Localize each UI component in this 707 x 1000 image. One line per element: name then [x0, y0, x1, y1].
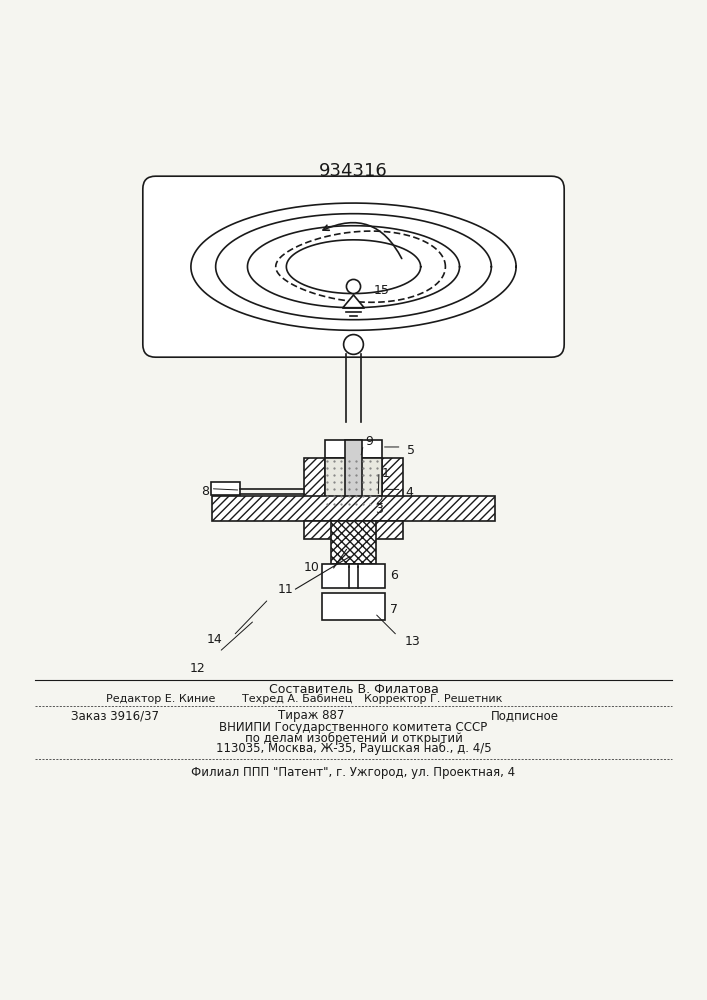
Bar [325, 458, 382, 507]
Text: 8: 8 [201, 485, 209, 498]
Text: 6: 6 [390, 569, 398, 582]
Text: 7: 7 [390, 603, 398, 616]
Bar [211, 482, 240, 495]
Circle shape [344, 335, 363, 354]
Text: 934316: 934316 [319, 162, 388, 180]
Text: 9: 9 [366, 435, 373, 448]
Text: 15: 15 [373, 284, 389, 297]
Text: Заказ 3916/37: Заказ 3916/37 [71, 709, 158, 722]
Text: Подписное: Подписное [491, 709, 559, 722]
Text: 5: 5 [407, 444, 414, 457]
Bar [322, 593, 385, 620]
Text: Тираж 887: Тираж 887 [278, 709, 344, 722]
Circle shape [346, 279, 361, 294]
Bar [325, 440, 382, 458]
Text: Составитель В. Филатова: Составитель В. Филатова [269, 683, 438, 696]
Text: по делам изобретений и открытий: по делам изобретений и открытий [245, 732, 462, 745]
Text: Техред А. Бабинец: Техред А. Бабинец [242, 694, 352, 704]
Text: 1: 1 [382, 467, 390, 480]
Text: Редактор Е. Киниe: Редактор Е. Киниe [106, 694, 216, 704]
Text: 3: 3 [375, 503, 382, 516]
Bar [304, 458, 325, 507]
Text: 2: 2 [375, 493, 382, 506]
Text: 11: 11 [278, 583, 293, 596]
Polygon shape [343, 295, 364, 308]
Bar [322, 564, 385, 588]
Text: 113035, Москва, Ж-35, Раушская наб., д. 4/5: 113035, Москва, Ж-35, Раушская наб., д. … [216, 742, 491, 755]
Bar [345, 440, 362, 507]
Text: ВНИИПИ Государственного комитета СССР: ВНИИПИ Государственного комитета СССР [219, 721, 488, 734]
FancyBboxPatch shape [143, 176, 564, 357]
Text: Филиал ППП "Патент", г. Ужгород, ул. Проектная, 4: Филиал ППП "Патент", г. Ужгород, ул. Про… [192, 766, 515, 779]
Text: 10: 10 [304, 561, 320, 574]
Text: 13: 13 [404, 635, 420, 648]
Text: 4: 4 [405, 486, 413, 499]
Text: Корректор Г. Решетник: Корректор Г. Решетник [363, 694, 502, 704]
Bar [331, 521, 376, 564]
Bar [382, 458, 403, 507]
Text: 14: 14 [206, 633, 222, 646]
Text: 12: 12 [189, 662, 205, 675]
Bar [212, 496, 495, 521]
Bar [304, 521, 403, 539]
